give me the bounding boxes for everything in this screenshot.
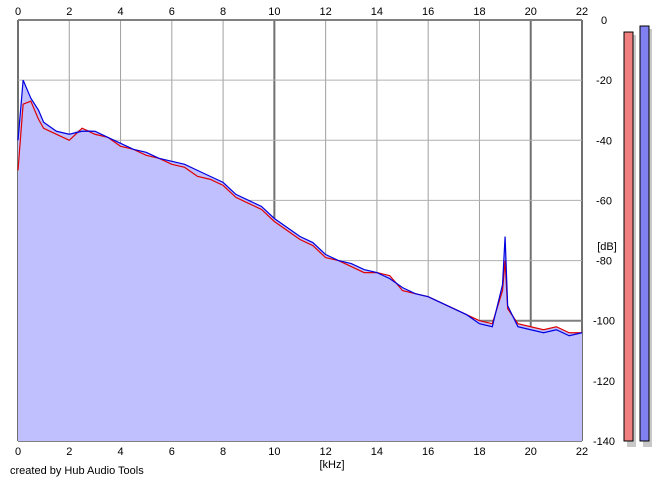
- x-tick-label-bottom: 22: [576, 446, 588, 458]
- x-tick-labels-top: 0 2 4 6 8 10 12 14 16 18 20 22: [15, 6, 588, 18]
- level-meter-bar-1: [623, 31, 634, 442]
- y-tick-labels: 0 -20 -40 -60 -80 -100 -120 -140: [593, 15, 615, 448]
- x-tick-label-top: 14: [371, 6, 383, 18]
- y-tick-label: -120: [593, 376, 615, 388]
- x-tick-label-top: 6: [169, 6, 175, 18]
- y-tick-label: -60: [596, 195, 612, 207]
- series-line-2: [17, 79, 583, 337]
- x-tick-label-bottom: 0: [15, 446, 21, 458]
- x-tick-label-bottom: 20: [525, 446, 537, 458]
- series-lines: [17, 79, 583, 337]
- credit-text: created by Hub Audio Tools: [10, 465, 144, 477]
- x-tick-label-top: 18: [473, 6, 485, 18]
- x-tick-label-top: 4: [117, 6, 123, 18]
- x-tick-label-bottom: 8: [220, 446, 226, 458]
- y-tick-label: -80: [596, 256, 612, 268]
- level-meters: [623, 25, 652, 448]
- x-tick-label-top: 2: [66, 6, 72, 18]
- level-meter-bar-2: [639, 25, 650, 442]
- x-axis-label: [kHz]: [319, 459, 344, 471]
- x-tick-label-top: 16: [422, 6, 434, 18]
- y-tick-label: -100: [593, 316, 615, 328]
- x-tick-label-top: 0: [15, 6, 21, 18]
- x-tick-label-bottom: 14: [371, 446, 383, 458]
- x-tick-label-bottom: 2: [66, 446, 72, 458]
- series-line-1: [17, 100, 582, 334]
- y-axis-label: [dB]: [597, 241, 617, 253]
- y-tick-label: -40: [596, 135, 612, 147]
- x-tick-label-bottom: 10: [268, 446, 280, 458]
- x-tick-label-bottom: 4: [117, 446, 123, 458]
- y-tick-label: -20: [596, 75, 612, 87]
- x-tick-label-top: 22: [576, 6, 588, 18]
- x-tick-label-bottom: 18: [473, 446, 485, 458]
- x-tick-label-bottom: 6: [169, 446, 175, 458]
- x-tick-labels-bottom: 0 2 4 6 8 10 12 14 16 18 20 22: [15, 446, 588, 458]
- x-tick-label-top: 12: [320, 6, 332, 18]
- y-tick-label: -140: [593, 436, 615, 448]
- spectrum-area: [18, 80, 582, 442]
- x-tick-label-bottom: 16: [422, 446, 434, 458]
- x-tick-label-bottom: 12: [320, 446, 332, 458]
- spectrum-fill: [18, 80, 582, 442]
- x-tick-label-top: 8: [220, 6, 226, 18]
- x-tick-label-top: 20: [525, 6, 537, 18]
- x-tick-label-top: 10: [268, 6, 280, 18]
- y-tick-label: 0: [601, 15, 607, 27]
